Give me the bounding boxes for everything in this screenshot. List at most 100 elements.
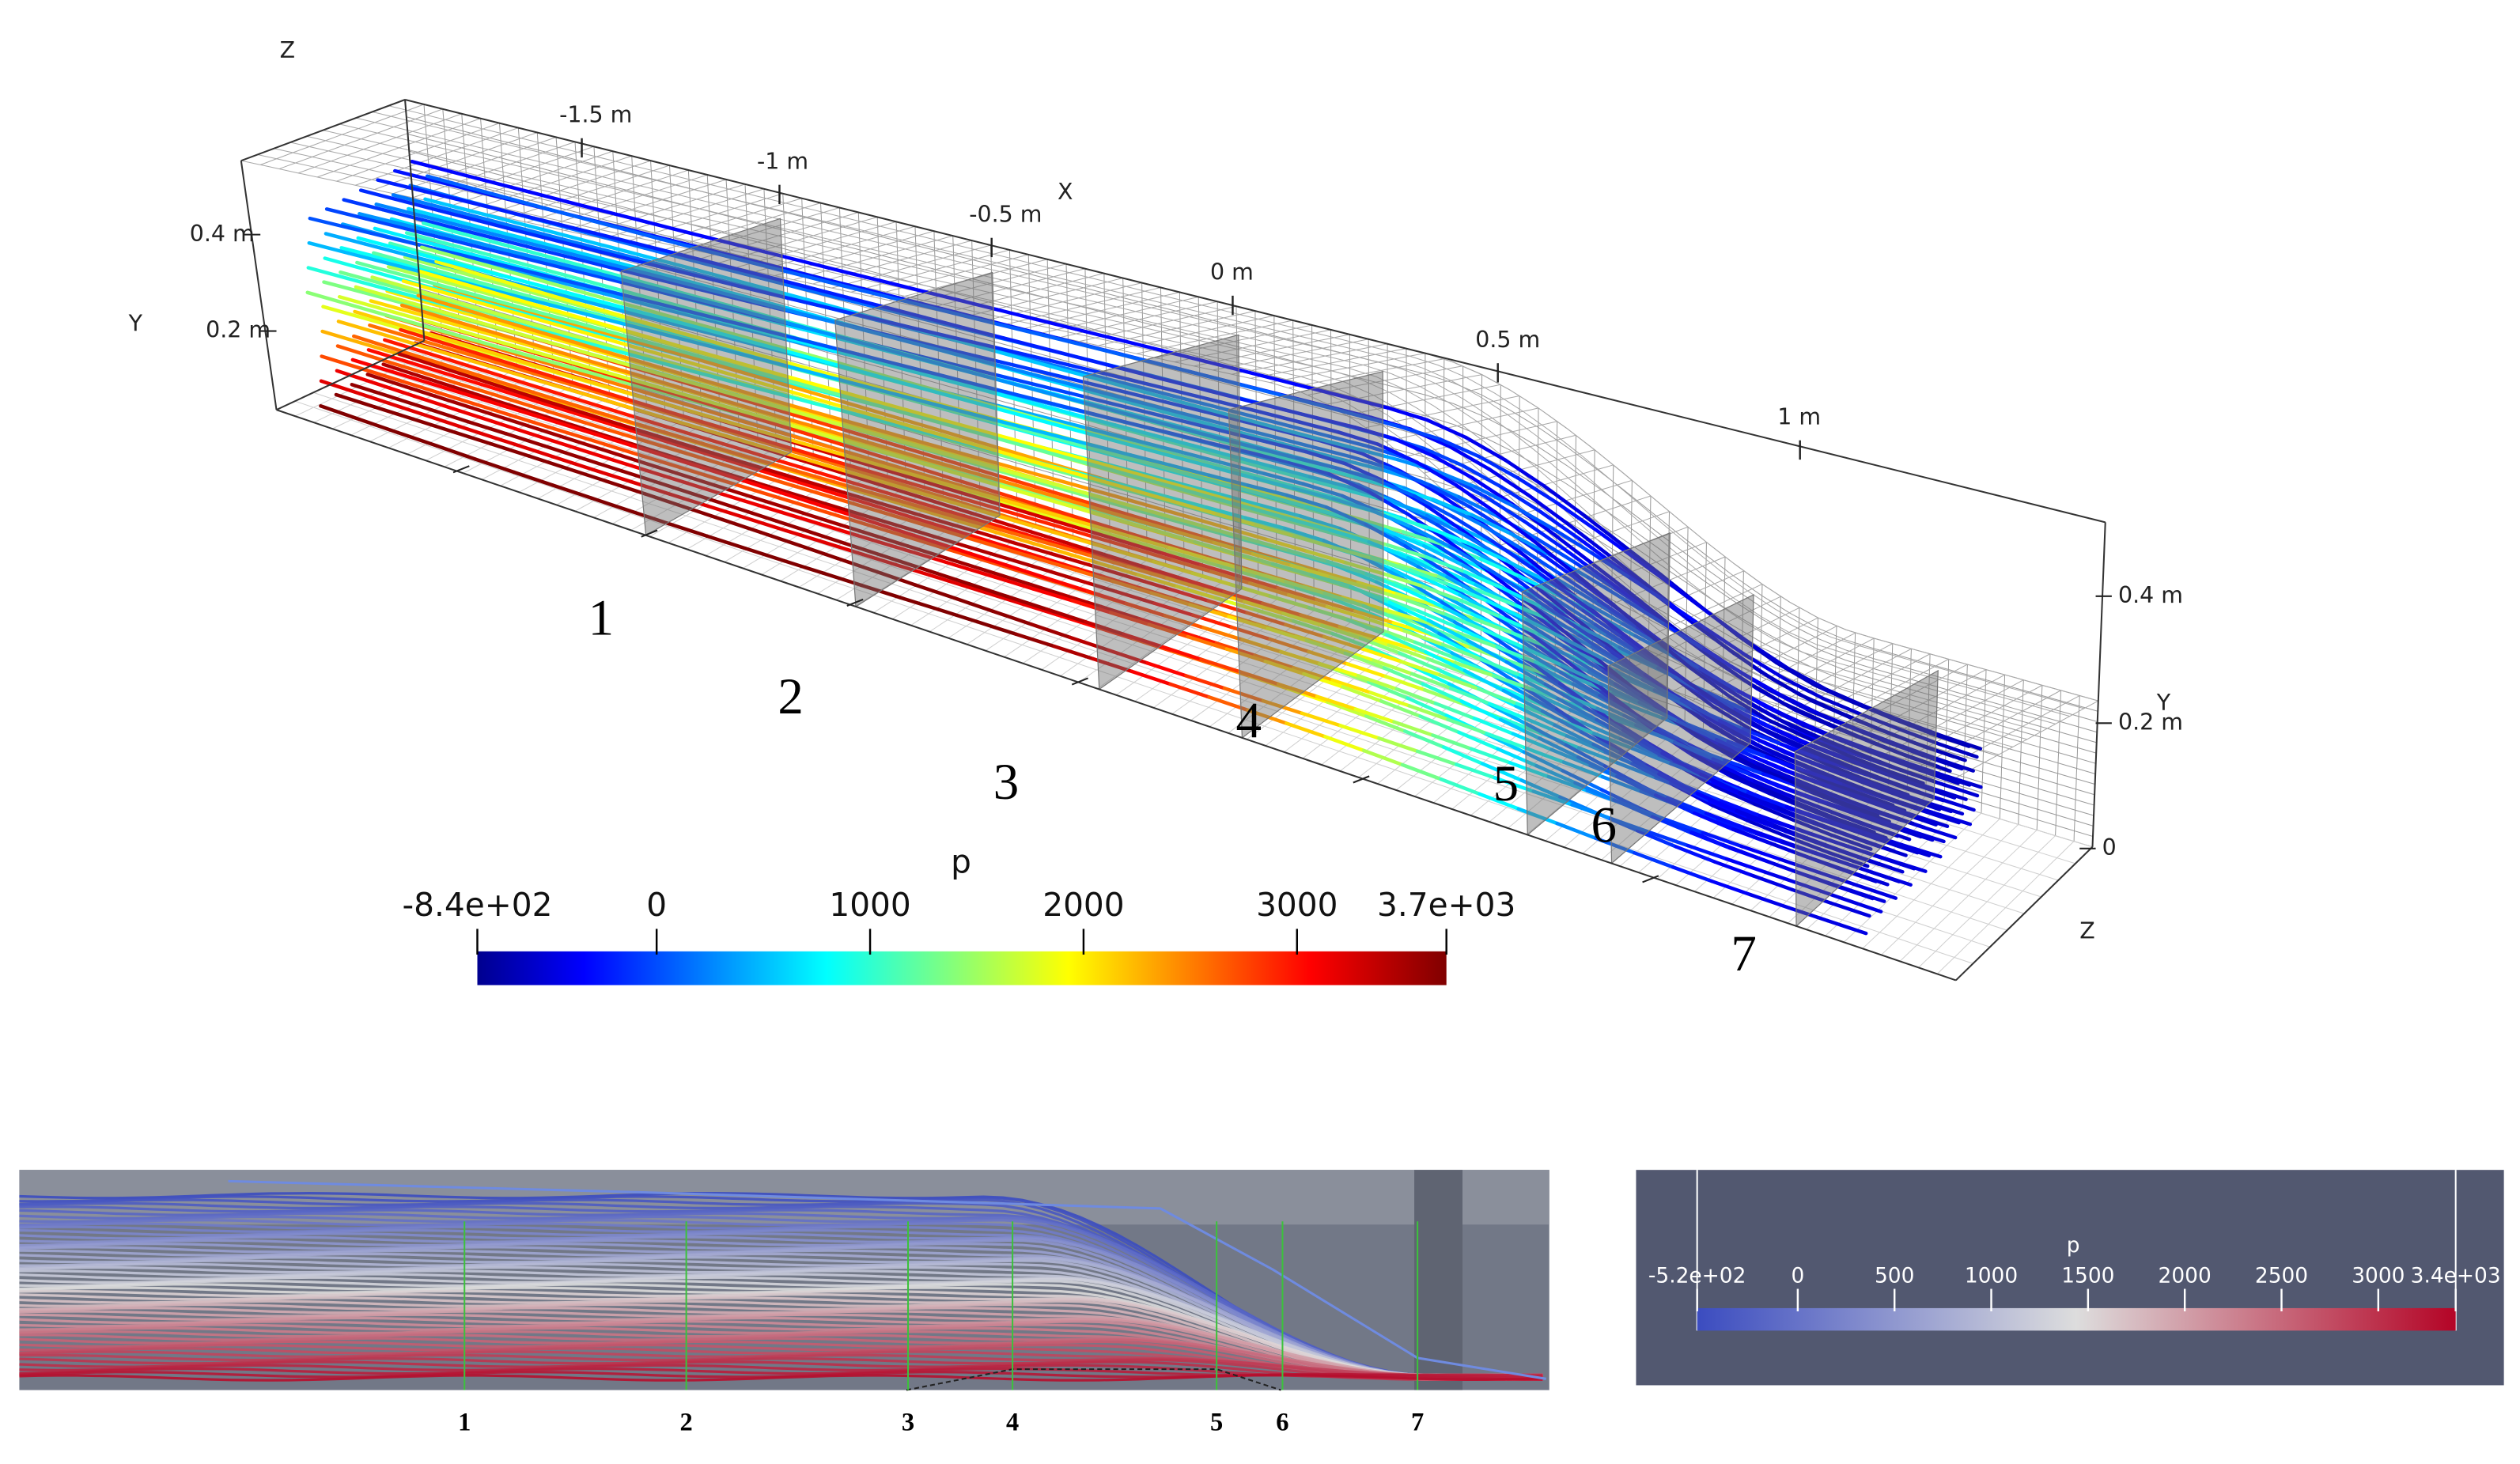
streamline	[752, 372, 796, 386]
mesh-line	[1307, 365, 1463, 395]
streamline	[1249, 414, 1292, 429]
streamline	[804, 380, 848, 395]
streamline	[783, 528, 827, 544]
section-number: 7	[1731, 925, 1756, 982]
streamline	[925, 474, 968, 490]
streamline	[1213, 596, 1257, 611]
streamline	[486, 309, 530, 325]
streamline	[1880, 822, 1923, 839]
streamline	[1620, 635, 1663, 667]
streamline	[948, 497, 991, 513]
streamline	[857, 457, 900, 472]
x-tick-label: 0 m	[1210, 259, 1254, 286]
streamline	[307, 240, 350, 255]
streamline	[785, 498, 828, 514]
streamline	[1097, 561, 1141, 577]
streamline	[1720, 747, 1763, 770]
streamline	[844, 508, 887, 524]
streamline	[1549, 747, 1592, 768]
streamline	[1024, 550, 1066, 567]
streamline	[416, 291, 460, 306]
streamline	[448, 298, 491, 313]
streamline	[1201, 626, 1244, 642]
streamline	[1784, 804, 1827, 822]
duct-3d-view: -1.5 m -1 m -0.5 m 0 m 0.5 m 1 m 0.4 m 0.2 m 0.4…	[128, 37, 2183, 985]
streamline	[1501, 587, 1545, 610]
streamline	[798, 458, 841, 474]
streamline	[1382, 572, 1425, 588]
streamline	[421, 350, 464, 366]
streamline	[1403, 729, 1446, 749]
streamline	[1243, 384, 1286, 398]
streamline	[645, 384, 689, 399]
streamline	[912, 353, 955, 367]
streamline	[1266, 538, 1309, 554]
streamline	[854, 382, 899, 396]
streamline	[1145, 661, 1188, 678]
streamline	[1565, 734, 1607, 755]
streamline	[434, 444, 478, 461]
streamline	[384, 313, 427, 328]
streamline	[1652, 688, 1695, 711]
streamline	[1604, 550, 1647, 585]
streamline	[717, 288, 761, 302]
streamline	[1125, 390, 1167, 404]
streamline	[409, 286, 452, 302]
duct-edge	[2091, 522, 2106, 847]
streamline	[1753, 802, 1795, 823]
streamline	[1438, 532, 1481, 556]
streamline	[620, 469, 663, 486]
streamline	[577, 371, 620, 387]
streamline	[619, 350, 662, 365]
streamline	[376, 178, 419, 191]
streamline	[729, 331, 773, 346]
streamline	[1216, 563, 1259, 579]
streamline	[1259, 503, 1303, 518]
y-tick-label: 0.2 m	[206, 317, 271, 343]
streamline	[1564, 743, 1607, 768]
streamline	[1433, 702, 1477, 721]
streamline	[1066, 422, 1110, 436]
streamline	[1177, 552, 1220, 568]
streamline	[364, 217, 407, 231]
streamline	[700, 386, 744, 401]
streamline	[1415, 749, 1459, 766]
streamline	[941, 514, 985, 531]
streamline	[1037, 566, 1080, 582]
streamline	[1517, 549, 1561, 584]
streamline	[1392, 437, 1436, 458]
streamline	[512, 282, 554, 298]
streamline	[1787, 906, 1829, 923]
streamline	[1366, 490, 1410, 516]
streamline	[1107, 554, 1149, 570]
streamline	[603, 342, 646, 358]
streamline	[977, 588, 1020, 604]
streamline	[766, 275, 810, 289]
mesh-line	[355, 117, 2056, 724]
streamline	[621, 293, 664, 307]
streamline	[1323, 735, 1366, 753]
section-number: 4	[1236, 693, 1262, 750]
streamline	[1526, 493, 1569, 525]
streamline	[488, 180, 532, 194]
streamline	[1266, 494, 1309, 509]
streamline	[426, 275, 468, 290]
streamline	[1732, 756, 1775, 778]
streamline	[1701, 670, 1744, 701]
y-tick-label: 0	[2102, 834, 2117, 861]
streamline	[1305, 549, 1348, 565]
streamline	[859, 428, 902, 443]
streamline	[474, 429, 517, 447]
streamline	[1175, 584, 1218, 600]
streamline	[463, 311, 505, 327]
streamline	[998, 434, 1041, 448]
streamline	[1833, 816, 1876, 834]
streamline	[1111, 494, 1155, 509]
streamline	[929, 343, 972, 357]
streamline	[1300, 711, 1342, 728]
streamline	[1748, 892, 1791, 910]
streamline	[640, 267, 683, 282]
streamline	[1829, 901, 1871, 918]
streamline	[1191, 613, 1234, 630]
streamline	[845, 295, 888, 309]
